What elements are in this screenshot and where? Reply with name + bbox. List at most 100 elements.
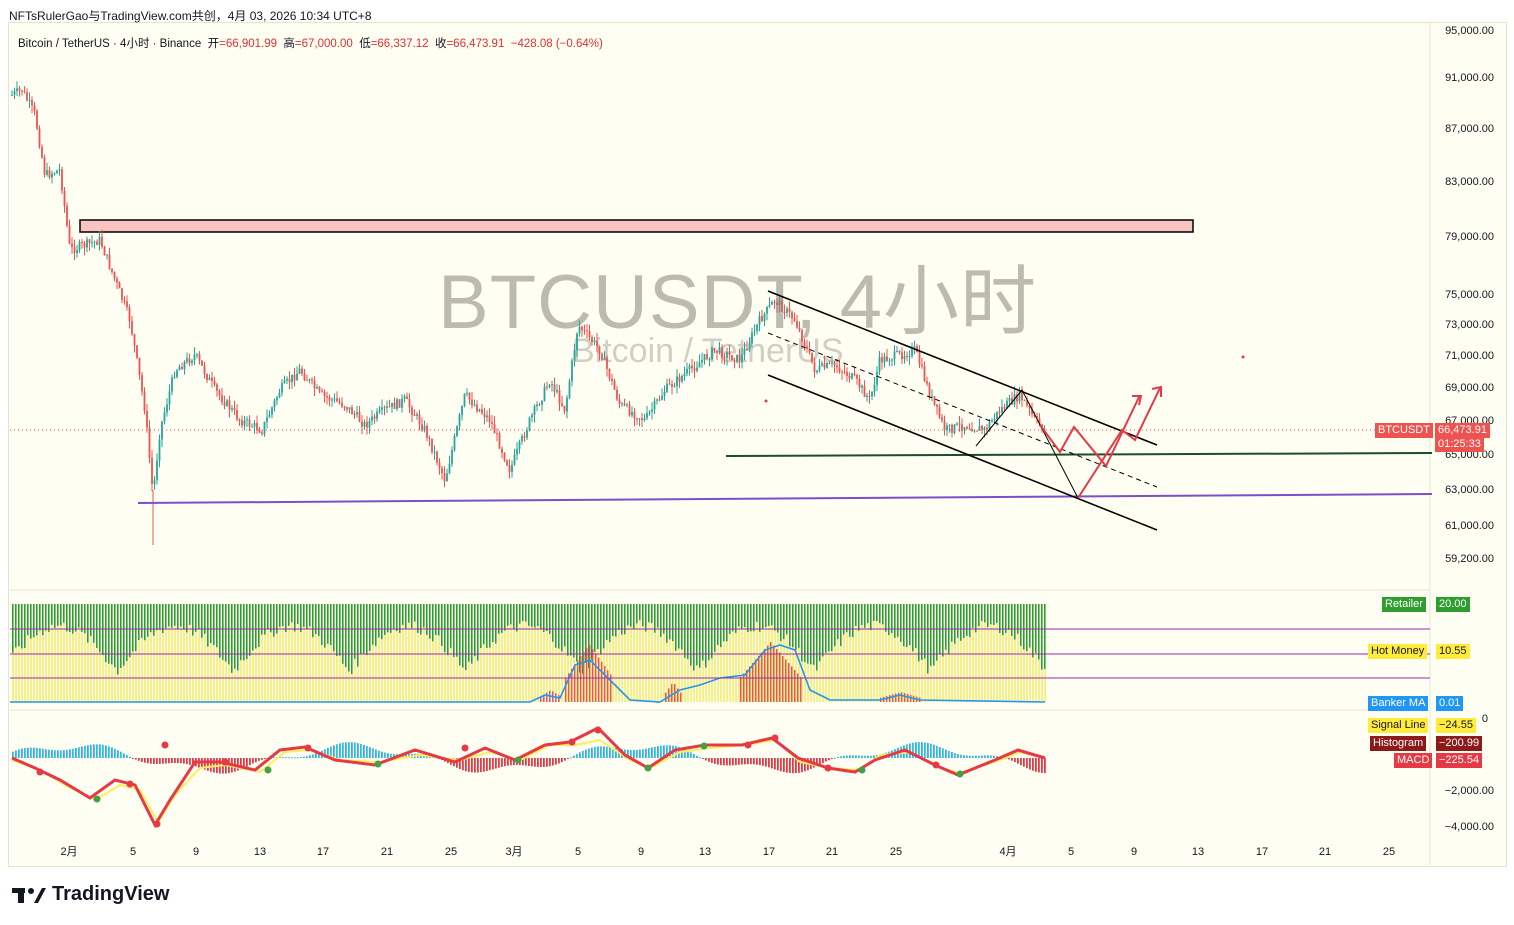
- hot-money-bar: [888, 635, 890, 702]
- macd-histogram-bar: [33, 747, 35, 758]
- support-line-purple[interactable]: [137, 493, 1433, 504]
- hot-money-bar: [642, 626, 644, 702]
- hot-money-bar: [873, 620, 875, 702]
- candle-body: [666, 383, 668, 393]
- macd-histogram-bar: [918, 742, 920, 758]
- candle-body: [781, 300, 783, 312]
- macd-histogram-bar: [915, 742, 917, 758]
- channel-upper-line[interactable]: [767, 290, 1158, 446]
- macd-histogram-bar: [405, 754, 407, 758]
- retailer-label[interactable]: Retailer: [1382, 597, 1426, 612]
- hot-money-label[interactable]: Hot Money: [1368, 644, 1428, 659]
- projection-path-1[interactable]: [1039, 394, 1141, 468]
- macd-histogram-bar: [306, 756, 308, 758]
- candle-body: [1021, 390, 1023, 400]
- candle-body: [793, 318, 796, 322]
- candle-body: [328, 397, 331, 401]
- hot-money-bar: [546, 631, 548, 702]
- retailer-bar: [453, 604, 455, 702]
- candle-body: [718, 347, 721, 353]
- histogram-label[interactable]: Histogram: [1370, 736, 1427, 751]
- hot-money-bar: [672, 641, 674, 702]
- retailer-bar: [687, 604, 689, 702]
- hot-money-bar: [1017, 633, 1019, 702]
- candle-body: [88, 239, 91, 243]
- retailer-bar: [462, 604, 464, 702]
- hot-money-bar: [276, 633, 278, 702]
- banker-ma-label[interactable]: Banker MA: [1368, 696, 1429, 711]
- hot-money-bar: [42, 635, 44, 702]
- macd-histogram-bar: [1020, 758, 1022, 766]
- candle-body: [256, 423, 258, 431]
- support-line-green[interactable]: [725, 452, 1433, 457]
- macd-histogram-bar: [996, 755, 998, 758]
- banker-bar: [671, 684, 673, 702]
- candle-body: [106, 254, 108, 256]
- macd-histogram-bar: [303, 756, 305, 758]
- hot-money-bar: [624, 634, 626, 702]
- retailer-bar: [702, 604, 704, 702]
- banker-bar: [610, 674, 612, 702]
- tradingview-logo[interactable]: TradingView: [12, 883, 169, 906]
- candle-body: [271, 407, 273, 415]
- candle-body: [26, 92, 28, 101]
- macd-histogram-bar: [762, 758, 764, 766]
- candle-body: [673, 386, 676, 388]
- macd-label[interactable]: MACD: [1394, 753, 1433, 768]
- candle-body: [911, 347, 913, 357]
- macd-histogram-bar: [981, 755, 983, 758]
- symbol-info-line: Bitcoin / TetherUS · 4小时 · Binance 开=66,…: [18, 35, 603, 51]
- channel-lower-line[interactable]: [767, 374, 1158, 531]
- wedge-lines[interactable]: [975, 389, 1079, 499]
- hot-money-bar: [387, 632, 389, 702]
- retailer-bar: [567, 604, 569, 702]
- hot-money-bar: [864, 627, 866, 702]
- retailer-bar: [588, 604, 590, 702]
- resistance-zone[interactable]: [79, 219, 1194, 233]
- macd-histogram-bar: [867, 755, 869, 758]
- retailer-bar: [705, 604, 707, 702]
- candle-body: [886, 356, 888, 362]
- macd-histogram-bar: [1035, 758, 1037, 772]
- time-axis[interactable]: 2月 5 9 13 17 21 25 3月 5 9 13 17 21 25 4月…: [60, 846, 1395, 858]
- indicator-tick: 0: [1482, 713, 1488, 725]
- macd-histogram-bar: [255, 758, 257, 763]
- candle-body: [216, 384, 218, 391]
- hot-money-bar: [471, 663, 473, 702]
- hot-money-bar: [669, 639, 671, 702]
- close-value: =66,473.91: [446, 38, 505, 50]
- candle-body: [623, 403, 626, 406]
- indicator-tick: −2,000.00: [1445, 785, 1494, 797]
- hot-money-bar: [627, 625, 629, 702]
- macd-histogram-bar: [774, 758, 776, 770]
- macd-histogram-bar: [285, 757, 287, 759]
- signal-line-label[interactable]: Signal Line: [1368, 718, 1429, 733]
- hot-money-bar: [879, 623, 881, 702]
- retailer-bar: [354, 604, 356, 702]
- candle-body: [921, 364, 923, 367]
- hot-money-bar: [726, 641, 728, 702]
- macd-histogram-bar: [387, 753, 389, 758]
- candle-body: [486, 415, 488, 418]
- price-axis[interactable]: 95,000.00 91,000.00 87,000.00 83,000.00 …: [1445, 25, 1494, 565]
- banker-bar: [779, 652, 781, 702]
- retailer-bar: [816, 604, 818, 702]
- indicator-axis[interactable]: 0 −2,000.00 −4,000.00: [1445, 713, 1494, 833]
- candle-body: [196, 354, 198, 356]
- retailer-bar: [810, 604, 812, 702]
- banker-bar: [680, 692, 682, 702]
- symbol-name[interactable]: Bitcoin / TetherUS · 4小时 · Binance: [18, 38, 202, 50]
- candle-body: [206, 374, 208, 380]
- hot-money-bar: [516, 631, 518, 702]
- banker-bar: [589, 644, 591, 702]
- price-tick: 73,000.00: [1445, 319, 1494, 331]
- candle-body: [1018, 390, 1021, 402]
- candle-body: [993, 419, 996, 421]
- hot-money-bar: [228, 664, 230, 702]
- hot-money-bar: [141, 637, 143, 702]
- channel-mid-line[interactable]: [767, 332, 1158, 488]
- macd-histogram-bar: [729, 758, 731, 766]
- projection-path-2[interactable]: [1077, 387, 1161, 499]
- marker-dot: [764, 399, 768, 403]
